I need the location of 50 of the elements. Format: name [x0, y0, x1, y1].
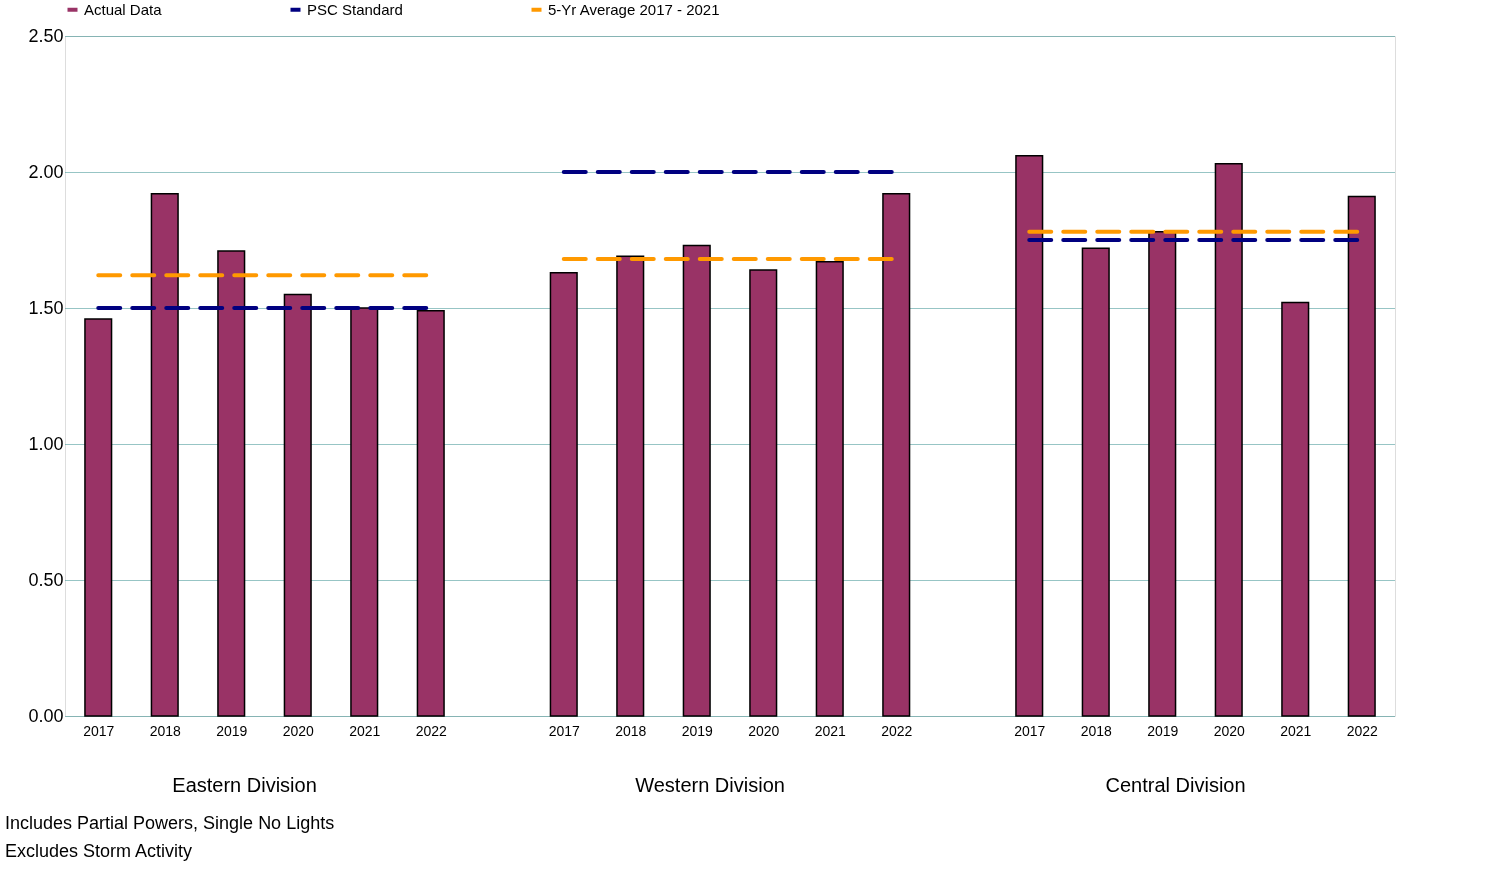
text: Excludes Storm Activity [5, 841, 193, 861]
x-tick-label: 2018 [149, 722, 182, 739]
legend-label: Actual Data [84, 0, 163, 18]
x-tick-label: 2019 [216, 722, 248, 739]
bar [1148, 231, 1177, 717]
bar [1281, 301, 1310, 717]
bar [283, 293, 312, 717]
x-tick-label: 2020 [282, 722, 315, 739]
bar [882, 193, 911, 717]
x-tick-label: 2022 [881, 722, 913, 739]
x-tick-label: 2017 [548, 722, 581, 739]
x-tick-label: 2021 [814, 722, 847, 739]
x-tick-label: 2019 [681, 722, 714, 739]
bar [1081, 247, 1110, 717]
bar [150, 193, 179, 717]
y-tick-label: 1.50 [28, 297, 64, 318]
bar [616, 255, 645, 717]
x-tick-label: 2017 [83, 722, 115, 739]
text: Central Division [1105, 774, 1246, 796]
bar [84, 318, 113, 717]
bar [815, 261, 844, 717]
x-tick-label: 2022 [1346, 722, 1379, 739]
legend-label: 5-Yr Average 2017 - 2021 [548, 0, 720, 18]
bar [350, 307, 379, 717]
text: Western Division [635, 774, 785, 796]
x-tick-label: 2018 [615, 722, 647, 739]
bar [416, 309, 445, 717]
bar [1214, 163, 1243, 717]
bar [749, 269, 778, 717]
x-tick-label: 2020 [748, 722, 780, 739]
y-tick-label: 2.00 [28, 161, 64, 182]
x-tick-label: 2020 [1213, 722, 1246, 739]
bar [549, 271, 578, 717]
bar [1347, 195, 1376, 717]
x-tick-label: 2021 [349, 722, 381, 739]
x-tick-label: 2018 [1080, 722, 1113, 739]
y-tick-label: 1.00 [28, 433, 64, 454]
bar [217, 250, 246, 717]
bar [682, 244, 711, 717]
bar [1015, 154, 1044, 717]
y-tick-label: 0.50 [28, 569, 64, 590]
x-tick-label: 2022 [415, 722, 448, 739]
text: Includes Partial Powers, Single No Lights [5, 813, 335, 833]
legend-label: PSC Standard [307, 0, 403, 18]
x-tick-label: 2019 [1147, 722, 1179, 739]
x-tick-label: 2017 [1014, 722, 1046, 739]
y-tick-label: 0.00 [28, 705, 64, 726]
x-tick-label: 2021 [1280, 722, 1312, 739]
text: Eastern Division [172, 774, 317, 796]
y-tick-label: 2.50 [28, 25, 64, 46]
